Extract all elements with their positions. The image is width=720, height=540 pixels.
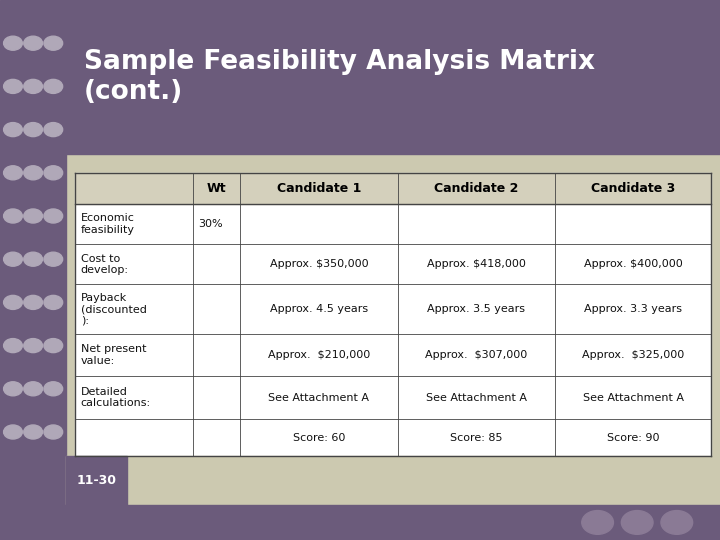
- Circle shape: [4, 36, 22, 50]
- Bar: [75, 173, 711, 456]
- Text: Score: 60: Score: 60: [293, 433, 345, 443]
- Circle shape: [24, 36, 42, 50]
- Circle shape: [44, 339, 63, 353]
- Text: Net present
value:: Net present value:: [81, 345, 146, 366]
- Circle shape: [44, 36, 63, 50]
- Circle shape: [661, 511, 693, 535]
- Text: Economic
feasibility: Economic feasibility: [81, 213, 135, 235]
- Circle shape: [24, 123, 42, 137]
- Circle shape: [621, 511, 653, 535]
- Text: See Attachment A: See Attachment A: [426, 393, 527, 403]
- Circle shape: [24, 382, 42, 396]
- Circle shape: [4, 252, 22, 266]
- Circle shape: [24, 339, 42, 353]
- Circle shape: [44, 209, 63, 223]
- Bar: [0, 0, 66, 540]
- Circle shape: [44, 79, 63, 93]
- Text: Wt: Wt: [207, 182, 226, 195]
- Text: Score: 85: Score: 85: [450, 433, 503, 443]
- Circle shape: [24, 295, 42, 309]
- Circle shape: [4, 382, 22, 396]
- Bar: [0, 505, 720, 540]
- Circle shape: [4, 339, 22, 353]
- Bar: [75, 173, 711, 204]
- Text: See Attachment A: See Attachment A: [582, 393, 683, 403]
- Text: Approx. 3.3 years: Approx. 3.3 years: [584, 305, 682, 314]
- Circle shape: [24, 425, 42, 439]
- Bar: [66, 0, 720, 154]
- Text: Score: 90: Score: 90: [607, 433, 660, 443]
- Text: Approx.  $325,000: Approx. $325,000: [582, 350, 684, 360]
- Circle shape: [4, 123, 22, 137]
- Bar: [66, 456, 720, 505]
- Text: See Attachment A: See Attachment A: [269, 393, 369, 403]
- Text: Cost to
develop:: Cost to develop:: [81, 254, 129, 275]
- Circle shape: [24, 79, 42, 93]
- Text: 11-30: 11-30: [77, 474, 117, 487]
- Circle shape: [4, 209, 22, 223]
- Text: Payback
(discounted
):: Payback (discounted ):: [81, 293, 146, 326]
- Circle shape: [4, 425, 22, 439]
- Text: Candidate 2: Candidate 2: [434, 182, 518, 195]
- Circle shape: [582, 511, 613, 535]
- Circle shape: [44, 123, 63, 137]
- Circle shape: [44, 295, 63, 309]
- Text: 30%: 30%: [199, 219, 223, 229]
- Text: Approx. 3.5 years: Approx. 3.5 years: [427, 305, 525, 314]
- Text: Approx.  $307,000: Approx. $307,000: [425, 350, 527, 360]
- Circle shape: [4, 166, 22, 180]
- Circle shape: [4, 295, 22, 309]
- Text: Approx. $418,000: Approx. $418,000: [427, 259, 526, 269]
- Circle shape: [24, 252, 42, 266]
- Circle shape: [4, 79, 22, 93]
- Bar: [66, 456, 127, 505]
- Circle shape: [44, 382, 63, 396]
- Text: Detailed
calculations:: Detailed calculations:: [81, 387, 150, 408]
- Text: Approx. $350,000: Approx. $350,000: [270, 259, 369, 269]
- Text: Candidate 1: Candidate 1: [276, 182, 361, 195]
- Circle shape: [44, 166, 63, 180]
- Circle shape: [44, 252, 63, 266]
- Text: Approx.  $210,000: Approx. $210,000: [268, 350, 370, 360]
- Text: Sample Feasibility Analysis Matrix
(cont.): Sample Feasibility Analysis Matrix (cont…: [84, 49, 595, 105]
- Text: Approx. $400,000: Approx. $400,000: [584, 259, 683, 269]
- Text: Candidate 3: Candidate 3: [591, 182, 675, 195]
- Circle shape: [24, 209, 42, 223]
- Circle shape: [24, 166, 42, 180]
- Circle shape: [44, 425, 63, 439]
- Text: Approx. 4.5 years: Approx. 4.5 years: [270, 305, 368, 314]
